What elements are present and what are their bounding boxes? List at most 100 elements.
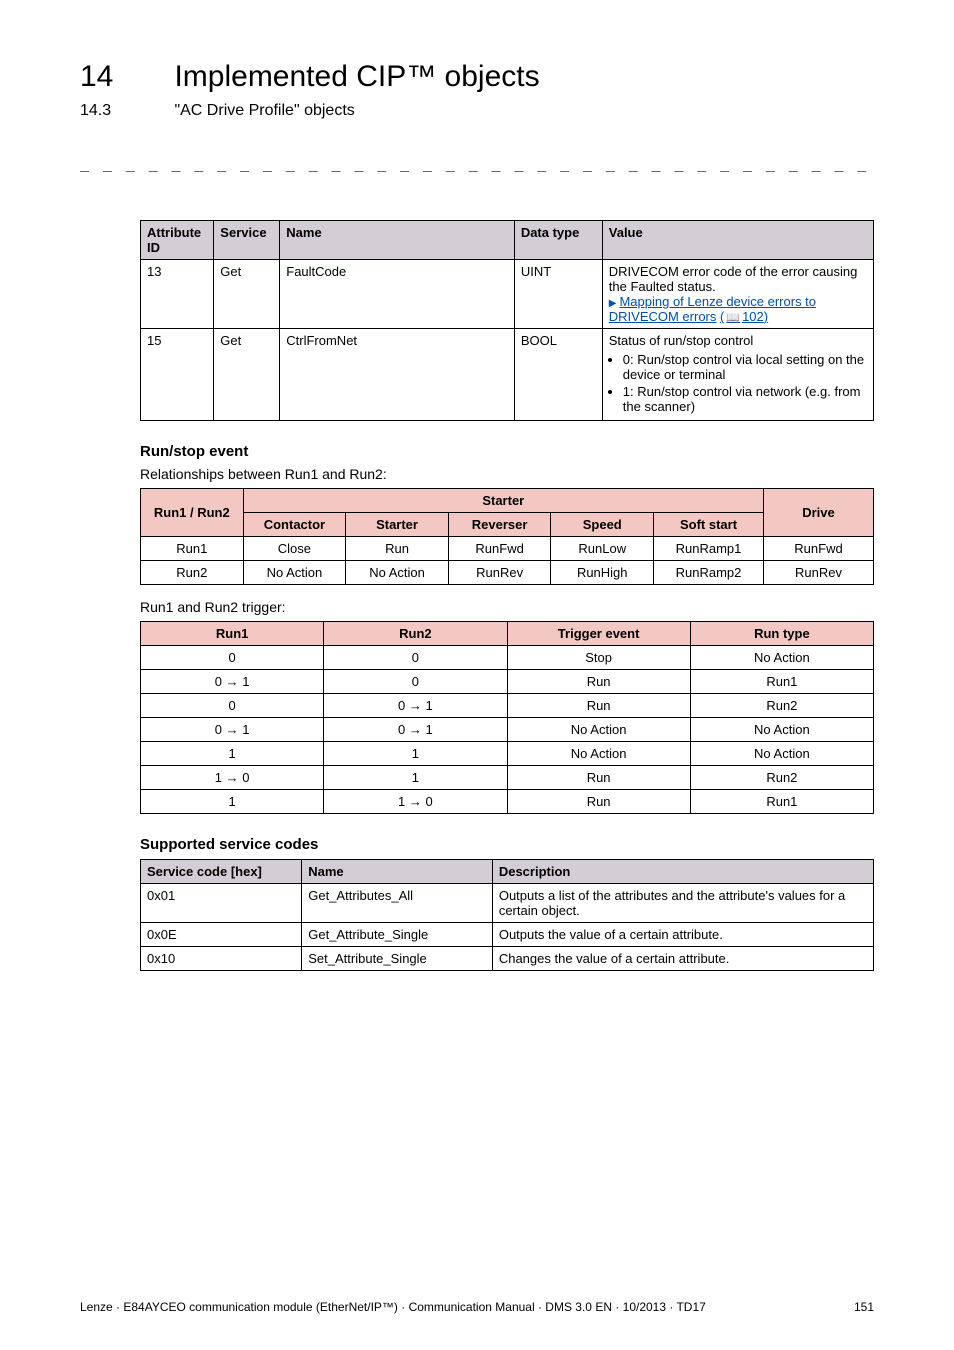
table-row: 0 0 → 1 Run Run2 [141,694,874,718]
runstop-label: Run2 [141,561,244,585]
trigger-type: No Action [690,718,873,742]
svc-code: 0x0E [141,923,302,947]
trigger-type: No Action [690,742,873,766]
trigger-type: Run2 [690,694,873,718]
mapping-link-text: Mapping of Lenze device errors to DRIVEC… [609,294,816,324]
trigger-header-type: Run type [690,622,873,646]
svc-header-name: Name [302,860,493,884]
attr-id-cell: 15 [141,329,214,421]
svc-header-desc: Description [492,860,873,884]
svc-code: 0x10 [141,947,302,971]
runstop-intro: Relationships between Run1 and Run2: [140,466,874,482]
runstop-starter: Run [346,537,449,561]
page-ref-number: 102 [742,309,764,324]
arrow-right-icon [609,294,620,309]
attr-name-cell: CtrlFromNet [280,329,515,421]
svc-name: Set_Attribute_Single [302,947,493,971]
trigger-table: Run1 Run2 Trigger event Run type 0 0 Sto… [140,621,874,814]
trigger-header-run1: Run1 [141,622,324,646]
trigger-run2: 0 [324,646,507,670]
attr-header-dtype: Data type [514,221,602,260]
trigger-event: No Action [507,742,690,766]
section-title: "AC Drive Profile" objects [174,102,354,120]
runstop-header-drive: Drive [763,489,873,537]
svc-desc: Outputs a list of the attributes and the… [492,884,873,923]
attr-id-cell: 13 [141,260,214,329]
runstop-starter: No Action [346,561,449,585]
svc-code: 0x01 [141,884,302,923]
table-row: 1 1 → 0 Run Run1 [141,790,874,814]
runstop-sub-speed: Speed [551,513,654,537]
table-row: 15 Get CtrlFromNet BOOL Status of run/st… [141,329,874,421]
page-number: 151 [854,1300,874,1314]
runstop-sub-contactor: Contactor [243,513,346,537]
trigger-run2: 1 [324,766,507,790]
runstop-speed: RunLow [551,537,654,561]
attr-header-value: Value [602,221,873,260]
runstop-label: Run1 [141,537,244,561]
runstop-contactor: Close [243,537,346,561]
trigger-run1: 0 [141,646,324,670]
trigger-run1: 1 [141,790,324,814]
attr-dtype-cell: BOOL [514,329,602,421]
attr-dtype-cell: UINT [514,260,602,329]
trigger-run1: 1 [141,742,324,766]
service-codes-table: Service code [hex] Name Description 0x01… [140,859,874,971]
trigger-type: Run1 [690,790,873,814]
trigger-event: No Action [507,718,690,742]
svc-desc: Outputs the value of a certain attribute… [492,923,873,947]
trigger-header-event: Trigger event [507,622,690,646]
bullet-item: 1: Run/stop control via network (e.g. fr… [623,384,867,414]
svc-name: Get_Attribute_Single [302,923,493,947]
svc-heading: Supported service codes [140,836,874,853]
trigger-event: Run [507,766,690,790]
trigger-type: No Action [690,646,873,670]
runstop-sub-starter: Starter [346,513,449,537]
attr-value-text: DRIVECOM error code of the error causing… [609,264,858,294]
runstop-heading: Run/stop event [140,443,874,460]
table-row: 1 1 No Action No Action [141,742,874,766]
page-ref[interactable]: (102) [720,309,768,324]
attr-value-cell: DRIVECOM error code of the error causing… [602,260,873,329]
table-row: 0 → 1 0 Run Run1 [141,670,874,694]
footer-text: Lenze · E84AYCEO communication module (E… [80,1300,706,1314]
trigger-run1: 0 → 1 [141,670,324,694]
runstop-reverser: RunFwd [448,537,551,561]
chapter-title: Implemented CIP™ objects [174,60,539,94]
attribute-table: Attribute ID Service Name Data type Valu… [140,220,874,421]
table-row: 0 0 Stop No Action [141,646,874,670]
trigger-run2: 0 → 1 [324,718,507,742]
runstop-sub-softstart: Soft start [654,513,764,537]
table-row: 0x0E Get_Attribute_Single Outputs the va… [141,923,874,947]
trigger-run2: 0 [324,670,507,694]
svc-name: Get_Attributes_All [302,884,493,923]
book-icon [724,309,742,324]
mapping-link[interactable]: Mapping of Lenze device errors to DRIVEC… [609,294,816,324]
attr-header-name: Name [280,221,515,260]
runstop-softstart: RunRamp1 [654,537,764,561]
attr-header-service: Service [214,221,280,260]
trigger-intro: Run1 and Run2 trigger: [140,599,874,615]
attr-value-cell: Status of run/stop control 0: Run/stop c… [602,329,873,421]
trigger-event: Stop [507,646,690,670]
runstop-speed: RunHigh [551,561,654,585]
chapter-number: 14 [80,60,170,94]
trigger-run1: 1 → 0 [141,766,324,790]
table-row: 13 Get FaultCode UINT DRIVECOM error cod… [141,260,874,329]
runstop-reverser: RunRev [448,561,551,585]
attr-service-cell: Get [214,260,280,329]
attr-service-cell: Get [214,329,280,421]
trigger-run1: 0 [141,694,324,718]
trigger-event: Run [507,694,690,718]
table-row: 0x01 Get_Attributes_All Outputs a list o… [141,884,874,923]
trigger-run2: 1 [324,742,507,766]
table-row: Run2 No Action No Action RunRev RunHigh … [141,561,874,585]
table-row: 1 → 0 1 Run Run2 [141,766,874,790]
attr-value-text: Status of run/stop control [609,333,754,348]
svc-header-code: Service code [hex] [141,860,302,884]
horizontal-dash-rule: _ _ _ _ _ _ _ _ _ _ _ _ _ _ _ _ _ _ _ _ … [80,154,874,172]
runstop-table: Run1 / Run2 Starter Drive Contactor Star… [140,488,874,585]
trigger-run2: 0 → 1 [324,694,507,718]
attr-header-id: Attribute ID [141,221,214,260]
runstop-contactor: No Action [243,561,346,585]
